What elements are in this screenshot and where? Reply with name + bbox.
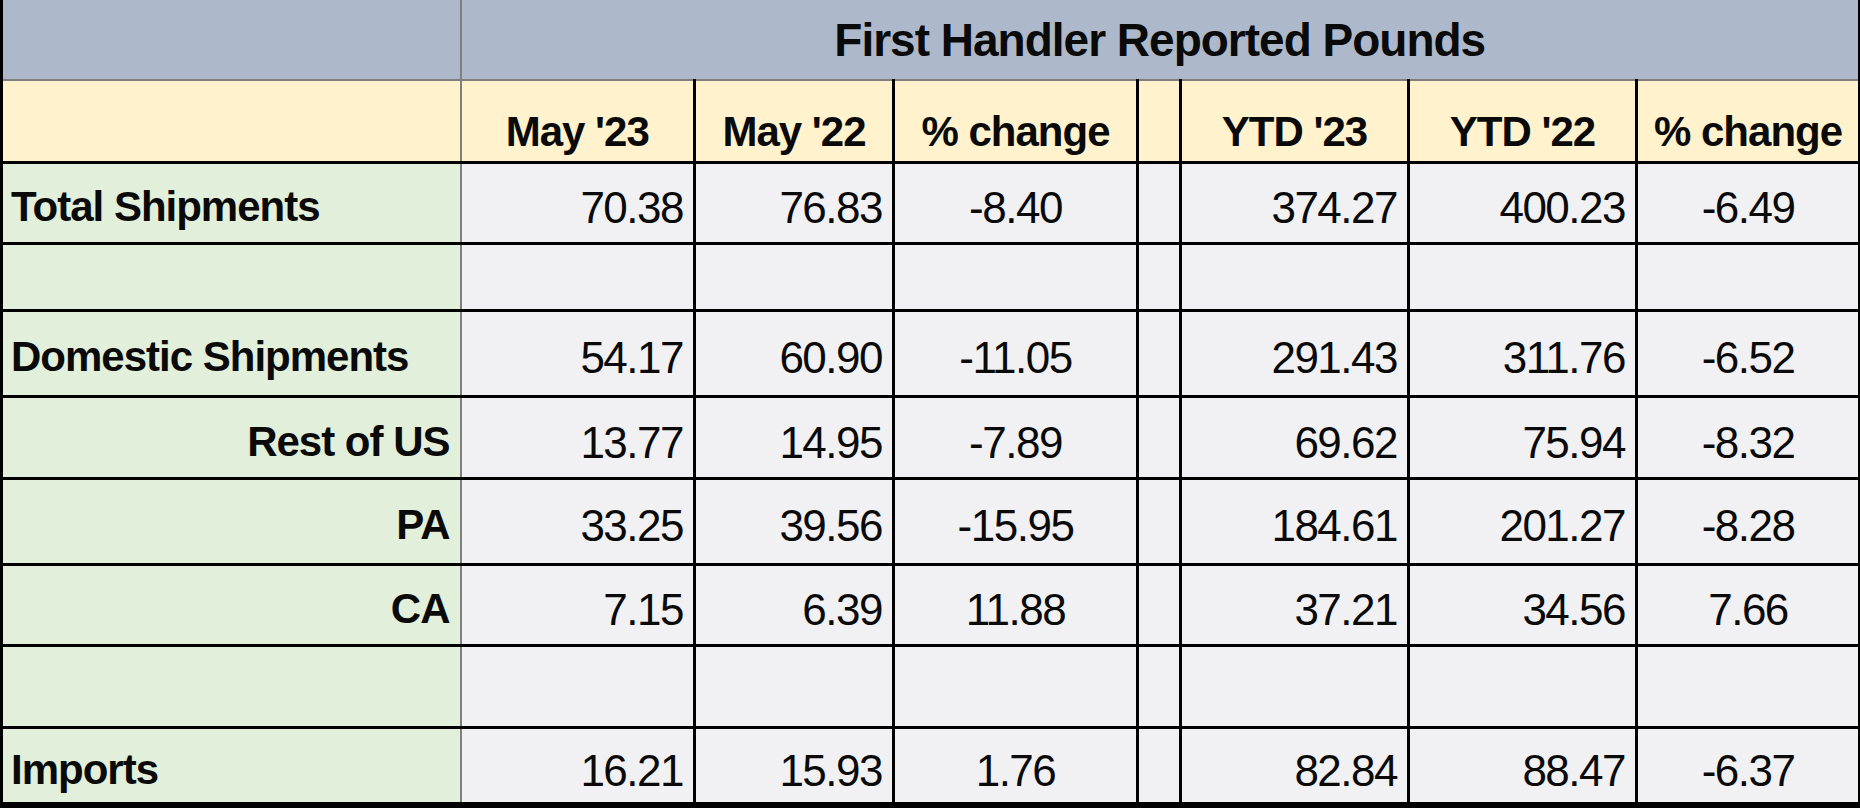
header-label-cell	[2, 80, 461, 162]
cell: 7.66	[1637, 564, 1860, 645]
spacer-cell	[1138, 244, 1181, 310]
cell: 34.56	[1409, 564, 1637, 645]
cell: -6.49	[1637, 163, 1860, 244]
cell: 54.17	[461, 310, 695, 396]
row-label: Imports	[2, 728, 461, 805]
col-header-ytd23: YTD '23	[1181, 80, 1409, 162]
spacer-cell	[1138, 728, 1181, 805]
cell	[894, 645, 1138, 727]
first-handler-table: First Handler Reported Pounds May '23 Ma…	[0, 0, 1860, 808]
cell: 33.25	[461, 479, 695, 564]
cell	[1409, 645, 1637, 727]
cell: 15.93	[695, 728, 894, 805]
col-header-pct-change-ytd: % change	[1637, 80, 1860, 162]
cell: 311.76	[1409, 310, 1637, 396]
row-label	[2, 244, 461, 310]
cell: 1.76	[894, 728, 1138, 805]
cell: 70.38	[461, 163, 695, 244]
cell: 60.90	[695, 310, 894, 396]
report-table: First Handler Reported Pounds May '23 Ma…	[0, 0, 1860, 808]
cell	[894, 244, 1138, 310]
cell	[1637, 645, 1860, 727]
cell: -7.89	[894, 396, 1138, 478]
cell	[461, 244, 695, 310]
cell	[1637, 244, 1860, 310]
row-label: Rest of US	[2, 396, 461, 478]
cell: 69.62	[1181, 396, 1409, 478]
cell: 374.27	[1181, 163, 1409, 244]
cell	[1181, 645, 1409, 727]
cell: 400.23	[1409, 163, 1637, 244]
spacer-cell	[1138, 479, 1181, 564]
row-label: PA	[2, 479, 461, 564]
cell: 291.43	[1181, 310, 1409, 396]
table-row: PA 33.25 39.56 -15.95 184.61 201.27 -8.2…	[2, 479, 1860, 564]
cell: -11.05	[894, 310, 1138, 396]
title-row: First Handler Reported Pounds	[2, 0, 1860, 80]
row-label	[2, 645, 461, 727]
cell: 13.77	[461, 396, 695, 478]
cell: 201.27	[1409, 479, 1637, 564]
cell: 75.94	[1409, 396, 1637, 478]
cell: 16.21	[461, 728, 695, 805]
col-header-pct-change-month: % change	[894, 80, 1138, 162]
cell: 39.56	[695, 479, 894, 564]
spacer-cell	[1138, 310, 1181, 396]
empty-row	[2, 244, 1860, 310]
cell: -15.95	[894, 479, 1138, 564]
cell: 7.15	[461, 564, 695, 645]
table-row: CA 7.15 6.39 11.88 37.21 34.56 7.66	[2, 564, 1860, 645]
cell	[1181, 244, 1409, 310]
cell: 14.95	[695, 396, 894, 478]
cell: 6.39	[695, 564, 894, 645]
spacer-cell	[1138, 163, 1181, 244]
cell	[461, 645, 695, 727]
cell: -8.28	[1637, 479, 1860, 564]
col-header-ytd22: YTD '22	[1409, 80, 1637, 162]
cell	[695, 645, 894, 727]
spacer-cell	[1138, 564, 1181, 645]
spacer-cell	[1138, 396, 1181, 478]
table-row: Domestic Shipments 54.17 60.90 -11.05 29…	[2, 310, 1860, 396]
cell: -6.52	[1637, 310, 1860, 396]
table-row: Imports 16.21 15.93 1.76 82.84 88.47 -6.…	[2, 728, 1860, 805]
table-row: Rest of US 13.77 14.95 -7.89 69.62 75.94…	[2, 396, 1860, 478]
row-label: Total Shipments	[2, 163, 461, 244]
spacer-cell	[1138, 80, 1181, 162]
cell: 11.88	[894, 564, 1138, 645]
cell: 82.84	[1181, 728, 1409, 805]
title-corner-cell	[2, 0, 461, 80]
cell: -8.32	[1637, 396, 1860, 478]
cell: 88.47	[1409, 728, 1637, 805]
cell: 37.21	[1181, 564, 1409, 645]
row-label: CA	[2, 564, 461, 645]
column-header-row: May '23 May '22 % change YTD '23 YTD '22…	[2, 80, 1860, 162]
cell: 76.83	[695, 163, 894, 244]
cell	[1409, 244, 1637, 310]
row-label: Domestic Shipments	[2, 310, 461, 396]
cell: -8.40	[894, 163, 1138, 244]
cell	[695, 244, 894, 310]
spacer-cell	[1138, 645, 1181, 727]
cell: 184.61	[1181, 479, 1409, 564]
cell: -6.37	[1637, 728, 1860, 805]
empty-row	[2, 645, 1860, 727]
table-row: Total Shipments 70.38 76.83 -8.40 374.27…	[2, 163, 1860, 244]
table-title: First Handler Reported Pounds	[461, 0, 1860, 80]
col-header-may23: May '23	[461, 80, 695, 162]
col-header-may22: May '22	[695, 80, 894, 162]
